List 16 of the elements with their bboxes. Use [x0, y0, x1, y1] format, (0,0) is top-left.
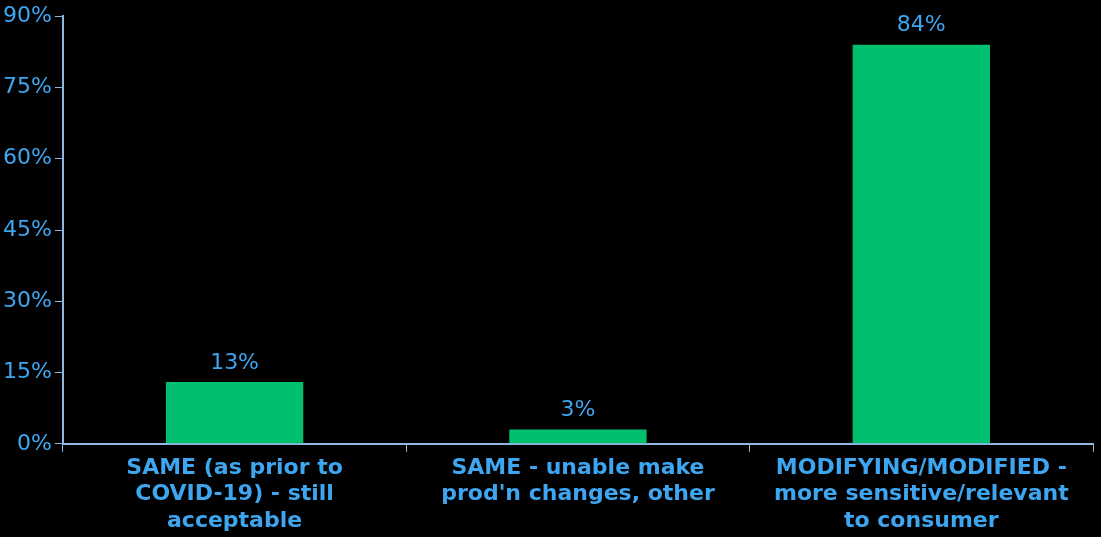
y-tick-label: 0% [16, 429, 52, 455]
y-tick-label: 90% [2, 1, 52, 27]
y-tick-label: 15% [2, 358, 52, 384]
y-tick-label: 45% [2, 215, 52, 241]
x-tick-label: SAME - unable make prod'n changes, other [441, 453, 715, 506]
bar [165, 382, 304, 444]
x-tick-label: SAME (as prior to COVID-19) - still acceptable [126, 453, 343, 532]
bar [852, 44, 990, 444]
y-tick-label: 75% [2, 73, 52, 99]
data-label: 13% [210, 348, 260, 374]
data-label: 3% [560, 396, 596, 422]
y-tick-label: 60% [2, 144, 52, 170]
y-tick-label: 30% [2, 286, 52, 312]
data-label: 84% [896, 11, 946, 37]
bar [509, 429, 647, 444]
x-tick-label: MODIFYING/MODIFIED - more sensitive/relevant to consumer [773, 453, 1070, 532]
